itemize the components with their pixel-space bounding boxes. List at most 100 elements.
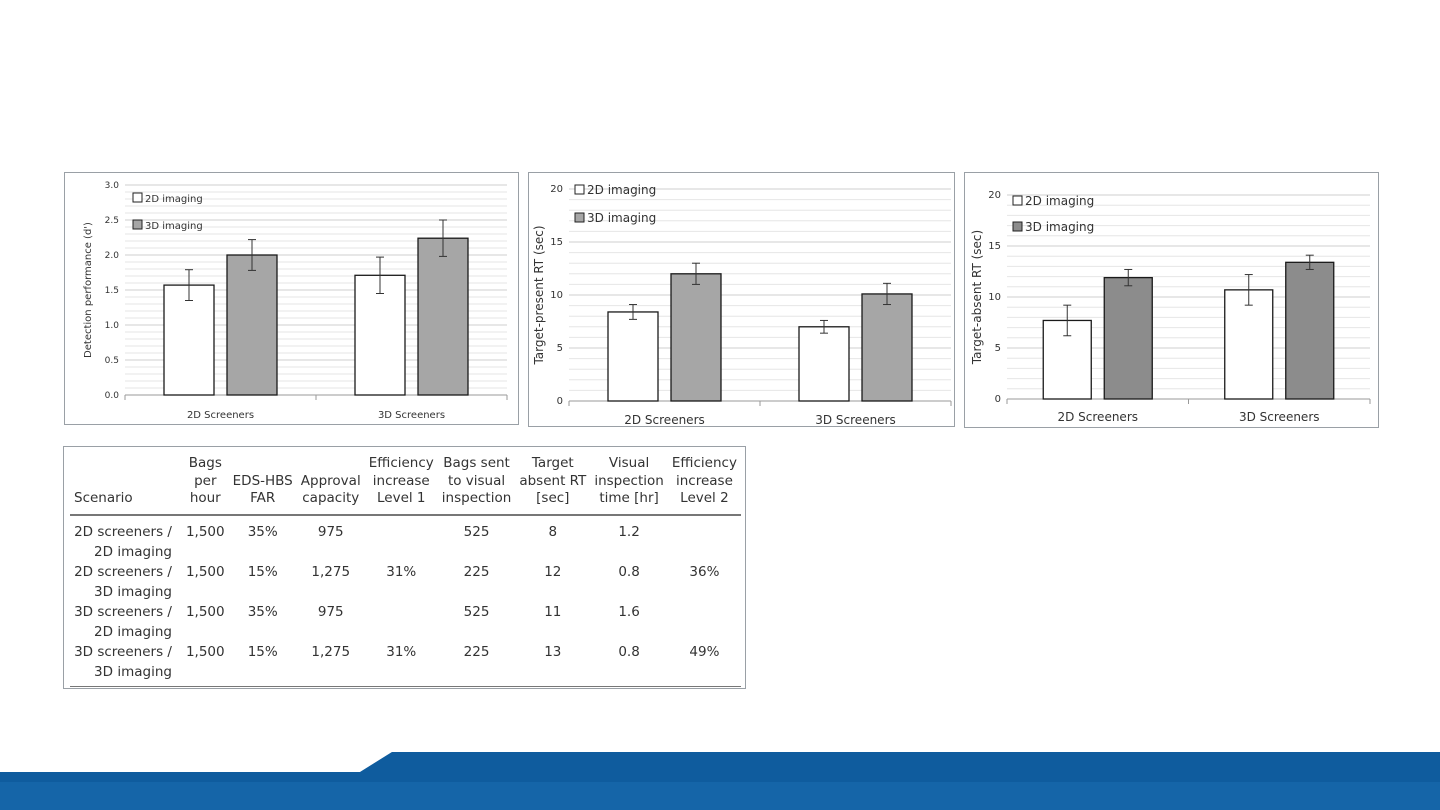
legend-label: 3D imaging	[587, 211, 656, 225]
y-tick-label: 20	[988, 190, 1001, 201]
table-header-cell: EDS-HBS FAR	[228, 455, 297, 516]
x-category-label: 2D Screeners	[1057, 410, 1138, 424]
legend-swatch	[574, 184, 585, 195]
legend-label: 2D imaging	[145, 194, 203, 205]
chart-svg: 0 5 10 15 20 2D Screeners 3D Screeners Target-a…	[970, 190, 1371, 424]
x-category-label: 3D Screeners	[378, 410, 445, 421]
chart-svg: 0 5 10 15 20 2D Screeners 3D Screeners Target-p…	[532, 183, 952, 427]
table-cell: 975	[317, 523, 344, 540]
target-absent-rt-chart: 0 5 10 15 20 2D Screeners 3D Screeners Target-a…	[964, 172, 1379, 428]
legend-label: 3D imaging	[1025, 220, 1094, 234]
y-tick-label: 1.5	[105, 286, 119, 296]
table-row: 2D screeners / 2D imaging 1,500 35% 975 525 8…	[70, 515, 741, 562]
table-cell: 1,500	[185, 603, 225, 620]
legend-swatch	[574, 212, 585, 223]
y-tick-label: 0.0	[105, 391, 120, 401]
table-header-cell: Efficiency increase Level 2	[667, 455, 741, 516]
table-cell: 1.2	[618, 523, 640, 540]
bar	[163, 284, 215, 396]
table-cell: 15%	[247, 563, 278, 580]
y-tick-label: 1.0	[105, 321, 120, 331]
table-cell: 31%	[364, 641, 438, 687]
scenario-cell: 2D screeners / 3D imaging	[74, 563, 172, 600]
x-category-label: 2D Screeners	[624, 413, 705, 427]
bar	[1285, 261, 1335, 400]
table-cell	[668, 602, 741, 642]
table-cell: 225	[437, 641, 516, 687]
table-row: 2D screeners / 3D imaging 1,500 15% 1,275 31…	[70, 562, 741, 602]
y-axis-label: Target-absent RT (sec)	[970, 230, 984, 365]
y-tick-label: 3.0	[105, 181, 120, 191]
table-cell: 975	[317, 603, 344, 620]
table-header-cell: Visual inspection time [hr]	[590, 455, 668, 516]
y-tick-label: 15	[550, 237, 563, 248]
bar	[417, 237, 469, 396]
y-axis-label: Detection performance (d')	[83, 222, 94, 358]
table-header-row: Scenario Bags per hour EDS-HBS FAR Approval…	[70, 455, 741, 516]
table-body: 2D screeners / 2D imaging 1,500 35% 975 525 8…	[70, 515, 741, 687]
table-cell	[668, 515, 741, 562]
scenario-cell: 3D screeners / 3D imaging	[70, 641, 182, 687]
legend-label: 2D imaging	[587, 183, 656, 197]
table-header-cell: Approval capacity	[296, 455, 365, 516]
detection-performance-chart: 0.0 0.5 1.0 1.5 2.0 2.5 3.0 2D Screeners 3D Scre…	[64, 172, 519, 425]
table-header-cell: Target absent RT [sec]	[515, 455, 591, 516]
table-cell: 525	[463, 523, 490, 540]
table-cell: 8	[548, 523, 558, 540]
table-cell: 0.8	[618, 563, 640, 580]
table-cell: 1,500	[185, 563, 225, 580]
table-cell: 0.8	[590, 641, 668, 687]
scenario-cell: 2D screeners / 2D imaging	[74, 523, 172, 560]
y-tick-label: 10	[550, 290, 563, 301]
table-cell: 1,500	[181, 641, 229, 687]
table-row: 3D screeners / 2D imaging 1,500 35% 975 525 1…	[70, 602, 741, 642]
x-category-label: 3D Screeners	[815, 413, 896, 427]
legend-swatch	[1012, 195, 1023, 206]
footer-band	[0, 752, 1440, 810]
table-cell: 49%	[667, 641, 741, 687]
table-cell: 35%	[247, 523, 278, 540]
table-cell: 31%	[386, 563, 417, 580]
table-cell	[365, 515, 438, 562]
table-header-cell: Bags per hour	[181, 455, 229, 516]
legend-label: 3D imaging	[145, 221, 203, 232]
x-category-label: 3D Screeners	[1239, 410, 1320, 424]
table-cell: 36%	[689, 563, 720, 580]
y-axis-label: Target-present RT (sec)	[532, 225, 546, 365]
bar	[670, 273, 722, 402]
table-cell: 1,500	[185, 523, 225, 540]
y-tick-label: 0	[995, 394, 1001, 405]
y-tick-label: 10	[988, 292, 1001, 303]
footer-dark-band	[0, 752, 1440, 782]
table-cell: 225	[463, 563, 490, 580]
table-cell: 12	[544, 563, 562, 580]
table-header-cell: Efficiency increase Level 1	[364, 455, 438, 516]
legend-label: 2D imaging	[1025, 194, 1094, 208]
target-present-rt-chart: 0 5 10 15 20 2D Screeners 3D Screeners Target-p…	[528, 172, 955, 427]
table-cell: 13	[515, 641, 591, 687]
table-cell: 15%	[228, 641, 297, 687]
table-cell: 1,275	[296, 641, 365, 687]
table-cell: 525	[463, 603, 490, 620]
y-tick-label: 0.5	[105, 356, 119, 366]
bar	[1103, 276, 1153, 400]
scenario-table: Scenario Bags per hour EDS-HBS FAR Approval…	[70, 455, 741, 687]
legend-swatch	[132, 192, 143, 203]
scenario-table-panel: Scenario Bags per hour EDS-HBS FAR Approval…	[63, 446, 746, 689]
y-tick-label: 15	[988, 241, 1001, 252]
legend-swatch	[132, 219, 143, 230]
y-tick-label: 2.5	[105, 216, 119, 226]
table-cell: 11	[544, 603, 562, 620]
table-header-cell: Bags sent to visual inspection	[437, 455, 516, 516]
table-row: 3D screeners / 3D imaging 1,500 15% 1,275 31…	[70, 641, 741, 687]
table-cell: 1,275	[311, 563, 351, 580]
table-cell: 35%	[247, 603, 278, 620]
table-cell: 1.6	[618, 603, 640, 620]
table-cell	[365, 602, 438, 642]
y-tick-label: 20	[550, 184, 563, 195]
scenario-cell: 3D screeners / 2D imaging	[74, 603, 172, 640]
bar	[798, 326, 850, 402]
legend-swatch	[1012, 221, 1023, 232]
bar	[226, 254, 278, 396]
y-tick-label: 5	[995, 343, 1001, 354]
